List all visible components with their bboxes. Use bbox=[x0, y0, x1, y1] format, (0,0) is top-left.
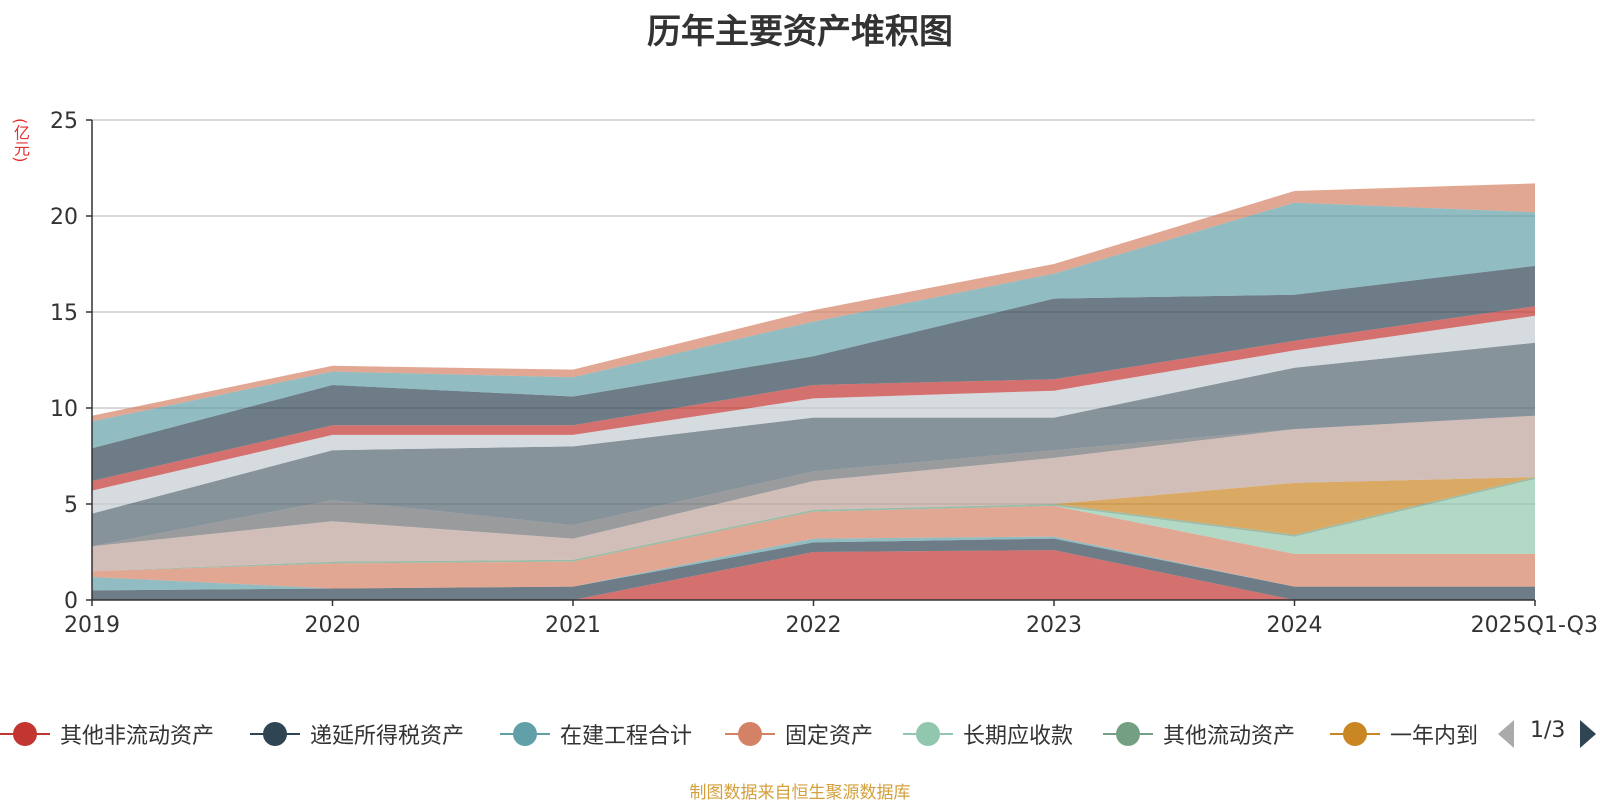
legend-marker-icon bbox=[0, 722, 50, 746]
legend-marker-dot bbox=[513, 722, 537, 746]
legend-marker-dot bbox=[263, 722, 287, 746]
legend-marker-icon bbox=[725, 722, 775, 746]
x-tick-label: 2019 bbox=[64, 613, 120, 638]
area-series-12 bbox=[92, 265, 1535, 481]
legend-label: 其他非流动资产 bbox=[60, 724, 215, 749]
area-series-9 bbox=[92, 342, 1535, 547]
legend-marker-dot bbox=[916, 722, 940, 746]
x-tick-label: 2020 bbox=[305, 613, 361, 638]
y-tick-label: 15 bbox=[50, 301, 78, 326]
area-series-1 bbox=[92, 538, 1535, 600]
x-tick-label: 2024 bbox=[1267, 613, 1323, 638]
legend-marker-icon bbox=[1330, 722, 1380, 746]
area-series bbox=[92, 183, 1535, 600]
legend-label: 一年内到 bbox=[1390, 724, 1479, 749]
area-series-2 bbox=[92, 536, 1535, 591]
legend-marker-dot bbox=[13, 722, 37, 746]
legend-item[interactable]: 在建工程合计 bbox=[500, 712, 692, 756]
chart-title: 历年主要资产堆积图 bbox=[647, 12, 953, 52]
y-tick-label: 5 bbox=[64, 493, 78, 518]
x-tick-label: 2022 bbox=[786, 613, 842, 638]
y-tick-label: 0 bbox=[64, 589, 78, 614]
legend-item[interactable]: 其他非流动资产 bbox=[0, 712, 214, 756]
legend-label: 固定资产 bbox=[785, 724, 874, 749]
legend-item[interactable]: 固定资产 bbox=[725, 712, 873, 756]
y-tick-label: 10 bbox=[50, 397, 78, 422]
legend-label: 其他流动资产 bbox=[1163, 724, 1296, 749]
x-tick-label: 2021 bbox=[545, 613, 601, 638]
x-tick-label: 2025Q1-Q3 bbox=[1471, 613, 1598, 638]
legend-marker-icon bbox=[250, 722, 300, 746]
legend-item[interactable]: 其他流动资产 bbox=[1103, 712, 1295, 756]
legend-marker-icon bbox=[903, 722, 953, 746]
legend-page-indicator: 1/3 bbox=[1530, 718, 1566, 743]
legend-prev-page-arrow-icon[interactable] bbox=[1498, 720, 1514, 748]
legend-marker-dot bbox=[1116, 722, 1140, 746]
legend-label: 长期应收款 bbox=[963, 724, 1074, 749]
area-series-7 bbox=[92, 415, 1535, 572]
legend-next-page-arrow-icon[interactable] bbox=[1580, 720, 1596, 748]
legend-label: 在建工程合计 bbox=[560, 724, 693, 749]
legend-marker-dot bbox=[738, 722, 762, 746]
area-series-10 bbox=[92, 315, 1535, 514]
legend: 其他非流动资产 递延所得税资产 在建工程合计 固定资产 长期应收款 其他流动资产 一年内到 bbox=[0, 712, 1600, 756]
area-series-8 bbox=[92, 415, 1535, 547]
legend-marker-icon bbox=[1103, 722, 1153, 746]
x-tick-label: 2023 bbox=[1026, 613, 1082, 638]
area-series-3 bbox=[92, 505, 1535, 589]
area-series-13 bbox=[92, 202, 1535, 449]
legend-marker-icon bbox=[500, 722, 550, 746]
stacked-area-chart: 0 5 10 15 20 25 2019 2020 2021 2022 2023 2024 2025Q1… bbox=[50, 109, 1598, 638]
legend-item[interactable]: 一年内到 bbox=[1330, 712, 1478, 756]
area-series-6 bbox=[92, 477, 1535, 572]
y-tick-label: 20 bbox=[50, 205, 78, 230]
legend-label: 递延所得税资产 bbox=[310, 724, 465, 749]
y-tick-label: 25 bbox=[50, 109, 78, 134]
y-axis-unit: (亿元) bbox=[11, 118, 30, 163]
source-note: 制图数据来自恒生聚源数据库 bbox=[689, 783, 911, 803]
axes: 0 5 10 15 20 25 2019 2020 2021 2022 2023 2024 2025Q1… bbox=[50, 109, 1598, 638]
legend-item[interactable]: 递延所得税资产 bbox=[250, 712, 464, 756]
area-series-0 bbox=[92, 550, 1535, 600]
legend-marker-dot bbox=[1343, 722, 1367, 746]
legend-item[interactable]: 长期应收款 bbox=[903, 712, 1073, 756]
